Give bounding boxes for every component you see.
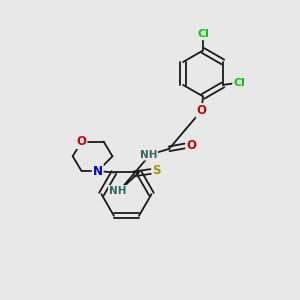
Text: N: N [93, 164, 103, 178]
Text: O: O [196, 104, 206, 117]
Text: NH: NH [109, 186, 126, 196]
Text: Cl: Cl [197, 29, 209, 39]
Text: O: O [76, 135, 86, 148]
Text: Cl: Cl [233, 79, 245, 88]
Text: NH: NH [140, 150, 157, 160]
Text: O: O [186, 139, 196, 152]
Text: S: S [152, 164, 161, 177]
